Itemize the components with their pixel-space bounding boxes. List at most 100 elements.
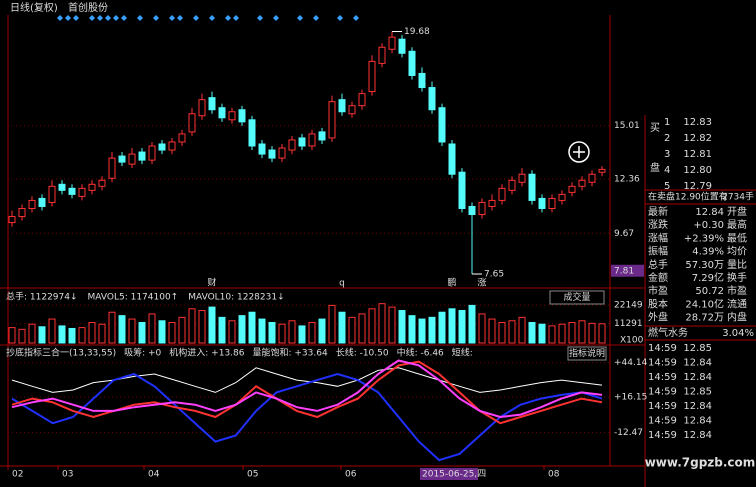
cursor-icon	[568, 141, 590, 163]
volume-bar	[18, 328, 26, 344]
volume-bar	[458, 310, 466, 344]
signal-diamond	[65, 15, 71, 21]
candle-body	[218, 107, 226, 119]
quote-value: 28.72万	[685, 313, 724, 324]
candle-body	[538, 197, 546, 209]
volume-bar	[498, 321, 506, 344]
indicator-help-button[interactable]	[567, 346, 607, 361]
candle-body	[528, 173, 536, 201]
y-tick-label: +44.14	[614, 358, 648, 368]
candle-body	[548, 197, 556, 209]
signal-diamond	[193, 15, 199, 21]
volume-bar	[218, 316, 226, 344]
volume-bar	[138, 321, 146, 344]
volume-button[interactable]	[549, 290, 605, 305]
volume-bar	[508, 320, 516, 344]
order-level: 1	[664, 117, 670, 128]
candle-body	[488, 199, 496, 207]
order-note-value: 2734手	[722, 191, 754, 203]
trade-time: 14:59	[648, 430, 677, 441]
candle-body	[598, 168, 606, 173]
volume-bar	[568, 321, 576, 344]
volume-bar	[348, 316, 356, 344]
extreme-label: 19.68	[404, 27, 430, 37]
volume-bar	[408, 315, 416, 344]
signal-diamond	[73, 15, 79, 21]
watermark: www.7gpzb.com	[645, 456, 756, 470]
candle-body	[78, 187, 86, 197]
candle-body	[198, 99, 206, 117]
indicator-help-label[interactable]: 指标说明	[569, 347, 605, 359]
volume-bar	[358, 313, 366, 344]
candle-body	[448, 143, 456, 175]
candle-body	[508, 179, 516, 191]
quote-label: 外盘	[648, 311, 668, 324]
volume-bar	[528, 321, 536, 344]
signal-diamond	[273, 15, 279, 21]
candle-body	[328, 101, 336, 139]
signal-diamond	[297, 15, 303, 21]
candle-body	[418, 72, 426, 89]
quote-value: 7.29亿	[692, 271, 724, 284]
candle-body	[428, 87, 436, 111]
volume-bar	[128, 318, 136, 344]
candle-body	[138, 151, 146, 161]
x-tick-label: 02	[12, 470, 23, 480]
y-tick-label: 12.36	[614, 175, 640, 185]
stock-name: 首创股份	[68, 1, 108, 14]
indicator-line	[11, 359, 603, 419]
cursor-price: 7.81	[614, 266, 634, 276]
volume-bar	[588, 322, 596, 344]
x-tick-label: 03	[62, 470, 73, 480]
candle-body	[298, 137, 306, 147]
signal-diamond	[313, 15, 319, 21]
candle-body	[208, 97, 216, 111]
event-marker: 鹏	[447, 277, 456, 289]
quote-label: 开盘	[727, 205, 747, 218]
quote-value: +2.39%	[684, 233, 724, 244]
volume-bar	[198, 310, 206, 344]
candle-body	[308, 133, 316, 147]
x-tick-label: 04	[148, 470, 160, 480]
candle-body	[288, 139, 296, 151]
quote-label: 振幅	[648, 245, 668, 258]
volume-bar	[288, 320, 296, 344]
volume-bar	[248, 311, 256, 344]
candle-body	[158, 143, 166, 151]
quote-label: 换手	[727, 271, 747, 284]
indicator-legend: 吸筹: +0	[124, 347, 161, 359]
volume-bar	[428, 316, 436, 344]
volume-bar	[28, 323, 36, 344]
cursor-price-box	[611, 264, 644, 277]
candle-body	[118, 155, 126, 163]
y-tick-label: 22149	[614, 301, 643, 311]
volume-bar	[298, 325, 306, 344]
order-price: 12.79	[683, 181, 712, 192]
candle-body	[28, 199, 36, 209]
cursor-date-box	[420, 468, 478, 480]
candle-body	[458, 171, 466, 209]
volume-bar	[418, 318, 426, 344]
volume-legend: 总手: 1122974↓	[6, 291, 78, 303]
signal-diamond	[225, 15, 231, 21]
quote-label: 流通	[727, 297, 747, 310]
volume-bar	[148, 313, 156, 344]
volume-bar	[478, 313, 486, 344]
y-tick-label: 9.67	[614, 229, 634, 239]
quote-value: +0.30	[693, 220, 724, 231]
period-title: 日线(复权)	[10, 1, 58, 14]
quote-value: 24.10亿	[685, 297, 724, 310]
quote-value: 4.39%	[692, 247, 724, 258]
order-side: 买	[650, 122, 660, 134]
volume-button-label[interactable]: 成交量	[563, 291, 590, 303]
volume-bar	[68, 327, 76, 344]
signal-diamond	[137, 15, 143, 21]
volume-bar	[318, 318, 326, 344]
quote-label: 市盈	[727, 284, 747, 297]
candle-body	[568, 185, 576, 193]
signal-diamond	[57, 15, 63, 21]
quote-label: 涨幅	[648, 231, 668, 244]
trade-price: 12.85	[683, 387, 712, 398]
candle-body	[168, 141, 176, 151]
candle-body	[578, 179, 586, 187]
